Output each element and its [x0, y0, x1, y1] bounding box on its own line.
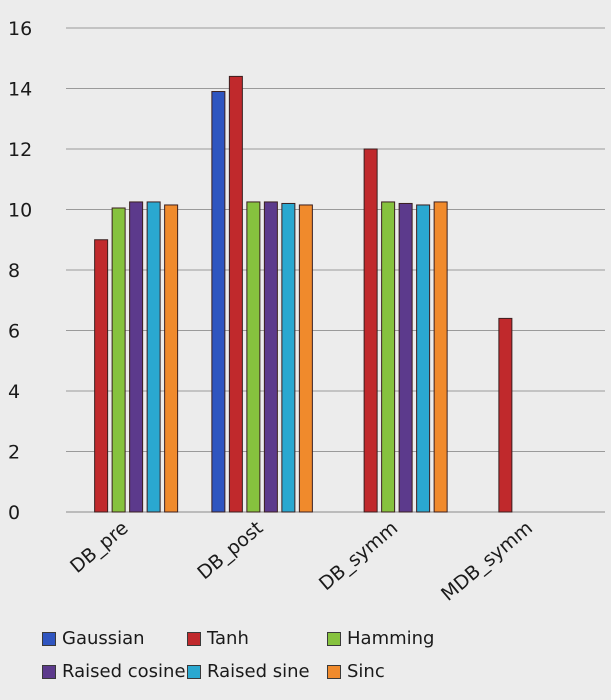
legend-swatch	[42, 664, 56, 679]
legend-item: Hamming	[327, 628, 527, 649]
legend-label: Tanh	[207, 628, 249, 649]
legend-item: Gaussian	[42, 628, 187, 649]
legend-item: Raised cosine	[42, 661, 187, 682]
legend-item: Sinc	[327, 661, 527, 682]
legend-label: Raised sine	[207, 661, 310, 682]
y-tick-label: 6	[8, 321, 20, 343]
y-tick-label: 0	[8, 502, 20, 524]
bar	[433, 201, 448, 513]
bar	[94, 239, 109, 513]
bar	[381, 201, 396, 513]
bar	[164, 204, 179, 513]
bar	[129, 201, 144, 513]
y-tick-label: 16	[8, 18, 32, 40]
y-tick-label: 8	[8, 260, 20, 282]
y-tick-label: 12	[8, 139, 32, 161]
legend-item: Raised sine	[187, 661, 327, 682]
bar	[111, 207, 126, 513]
x-category-label: DB_symm	[315, 517, 402, 595]
bar	[498, 317, 513, 513]
y-tick-label: 14	[8, 79, 32, 101]
legend-swatch	[42, 631, 56, 646]
y-tick-label: 10	[8, 200, 32, 222]
legend-swatch	[327, 631, 341, 646]
legend-label: Gaussian	[62, 628, 145, 649]
x-category-label: DB_pre	[66, 517, 132, 578]
bar	[363, 148, 378, 513]
legend-swatch	[187, 664, 201, 679]
x-category-label: DB_post	[193, 517, 267, 584]
legend-label: Raised cosine	[62, 661, 186, 682]
legend-swatch	[327, 664, 341, 679]
legend: Gaussian Tanh Hamming Raised cosine Raised s…	[42, 628, 602, 682]
bar	[146, 201, 161, 513]
legend-label: Sinc	[347, 661, 385, 682]
bar	[211, 91, 226, 513]
legend-item: Tanh	[187, 628, 327, 649]
y-tick-label: 4	[8, 381, 20, 403]
y-tick-label: 2	[8, 442, 20, 464]
x-category-label: MDB_symm	[437, 517, 537, 606]
bar	[263, 201, 278, 513]
bar	[281, 202, 296, 513]
legend-swatch	[187, 631, 201, 646]
legend-label: Hamming	[347, 628, 435, 649]
bar	[298, 204, 313, 513]
bar	[246, 201, 261, 513]
bar	[398, 202, 413, 513]
bar	[416, 204, 431, 513]
bar	[228, 75, 243, 513]
